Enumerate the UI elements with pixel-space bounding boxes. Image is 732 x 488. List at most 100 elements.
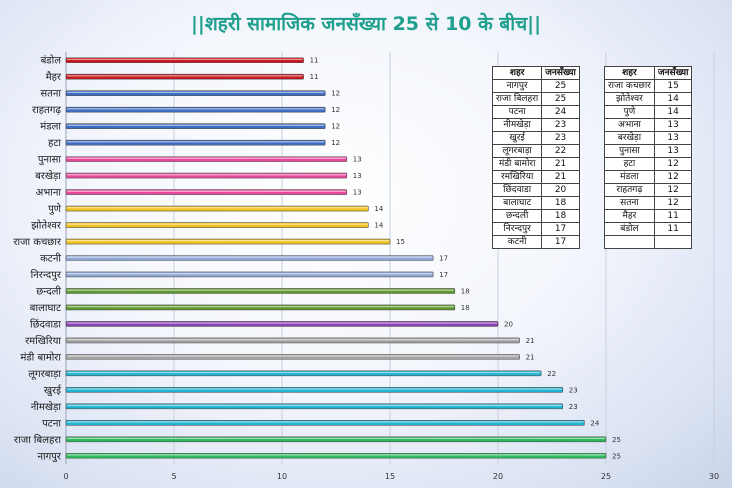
bar-11 bbox=[65, 238, 391, 245]
bar-highlight-17 bbox=[67, 338, 519, 341]
left-table-cell-3-1: 23 bbox=[541, 118, 580, 132]
left-table-cell-9-0: बालाघाट bbox=[491, 196, 543, 210]
value-label-22: 24 bbox=[590, 419, 599, 427]
value-label-9: 14 bbox=[374, 205, 383, 213]
bar-10 bbox=[65, 222, 369, 228]
x-tick-label-5: 25 bbox=[601, 472, 611, 481]
right-table-cell-1-1: 14 bbox=[653, 92, 693, 106]
category-label-8: अभाना bbox=[36, 188, 62, 199]
value-label-1: 11 bbox=[310, 73, 319, 81]
right-table-cell-8-1: 12 bbox=[653, 183, 693, 197]
table-row: झोतेश्वर 14 bbox=[604, 92, 693, 106]
bar-0 bbox=[65, 57, 304, 64]
category-label-7: बरखेड़ा bbox=[35, 170, 61, 182]
right-table-cell-6-0: हटा bbox=[604, 157, 655, 171]
table-row: कटनी 17 bbox=[491, 235, 580, 249]
bar-21 bbox=[65, 403, 564, 410]
value-label-15: 18 bbox=[461, 304, 470, 312]
bar-highlight-7 bbox=[67, 174, 346, 176]
category-label-1: मैहर bbox=[46, 71, 62, 83]
bar-1 bbox=[65, 73, 304, 80]
bar-3 bbox=[65, 106, 326, 113]
bar-highlight-13 bbox=[67, 272, 433, 275]
bar-23 bbox=[65, 436, 607, 443]
bar-highlight-12 bbox=[67, 256, 433, 258]
bar-22 bbox=[65, 419, 585, 426]
left-table-cell-6-0: मंडी बामोरा bbox=[491, 157, 543, 171]
right-table-cell-6-1: 12 bbox=[653, 157, 693, 171]
value-label-16: 20 bbox=[504, 320, 513, 328]
category-label-22: पटना bbox=[42, 418, 61, 429]
right-table-cell-0-0: राजा कचछार bbox=[604, 79, 655, 93]
right-table-cell-7-0: मंडला bbox=[604, 170, 655, 184]
bar-20 bbox=[65, 387, 564, 393]
table-row: पुनासा 13 bbox=[604, 144, 693, 158]
table-row: सतना 12 bbox=[604, 196, 693, 210]
bar-8 bbox=[65, 189, 348, 195]
table-row: रमखिरिया 21 bbox=[491, 170, 580, 184]
value-label-13: 17 bbox=[439, 271, 448, 279]
category-label-17: रमखिरिया bbox=[25, 335, 61, 347]
right-table-cell-12-1 bbox=[653, 235, 693, 249]
category-label-0: बंडोल bbox=[41, 55, 62, 67]
bar-highlight-16 bbox=[67, 322, 497, 324]
bar-highlight-5 bbox=[67, 141, 325, 143]
left-table-cell-3-0: नीमखेड़ा bbox=[491, 118, 543, 132]
left-table-cell-7-0: रमखिरिया bbox=[491, 170, 543, 184]
x-tick-label-1: 5 bbox=[171, 472, 176, 481]
left-table-cell-6-1: 21 bbox=[541, 157, 580, 171]
bar-highlight-14 bbox=[67, 289, 454, 291]
right-table-cell-2-1: 14 bbox=[653, 105, 693, 119]
left-table-cell-1-0: राजा बिलहरा bbox=[491, 92, 543, 106]
category-label-4: मंडला bbox=[40, 121, 61, 133]
table-row: छन्दली 18 bbox=[491, 209, 580, 223]
left-table-cell-10-0: छन्दली bbox=[491, 209, 543, 223]
left-table-cell-0-1: 25 bbox=[541, 79, 580, 93]
category-label-13: निरन्दपुर bbox=[31, 269, 62, 281]
right-table-cell-7-1: 12 bbox=[653, 170, 693, 184]
right-table-cell-3-1: 13 bbox=[653, 118, 693, 132]
bar-7 bbox=[65, 172, 348, 179]
table-row: नीमखेड़ा 23 bbox=[491, 118, 580, 132]
table-row: मंडला 12 bbox=[604, 170, 693, 184]
category-label-2: सतना bbox=[40, 89, 61, 100]
right-table-cell-12-0 bbox=[604, 235, 655, 249]
left-table-cell-5-0: लूगरबाड़ा bbox=[491, 144, 543, 158]
right-table-cell-5-1: 13 bbox=[653, 144, 693, 158]
bar-highlight-0 bbox=[67, 58, 303, 61]
category-label-11: राजा कचछार bbox=[13, 237, 61, 248]
left-table-cell-9-1: 18 bbox=[541, 196, 580, 210]
bar-highlight-3 bbox=[67, 108, 325, 110]
value-label-20: 23 bbox=[569, 386, 578, 394]
x-tick-label-0: 0 bbox=[63, 472, 68, 481]
bar-19 bbox=[65, 370, 542, 377]
left-table-cell-12-0: कटनी bbox=[491, 235, 543, 249]
bar-highlight-2 bbox=[67, 91, 325, 93]
left-table-cell-2-0: पटना bbox=[491, 105, 543, 119]
right-table-cell-4-0: बरखेड़ा bbox=[604, 131, 655, 145]
left-table-cell-2-1: 24 bbox=[541, 105, 580, 119]
left-table-cell-1-1: 25 bbox=[541, 92, 580, 106]
x-tick-label-2: 10 bbox=[277, 472, 287, 481]
category-label-20: खुरई bbox=[44, 384, 62, 396]
table-row: खुरई 23 bbox=[491, 131, 580, 145]
value-label-21: 23 bbox=[569, 403, 578, 411]
left-table-header-0: शहर bbox=[491, 66, 543, 80]
value-label-12: 17 bbox=[439, 255, 448, 263]
category-label-24: नागपुर bbox=[37, 451, 61, 462]
bar-highlight-21 bbox=[67, 404, 562, 407]
category-label-5: हटा bbox=[48, 138, 61, 149]
table-row: लूगरबाड़ा 22 bbox=[491, 144, 580, 158]
bar-24 bbox=[65, 452, 607, 459]
value-label-8: 13 bbox=[353, 189, 362, 197]
right-table-cell-9-0: सतना bbox=[604, 196, 655, 210]
right-table-header-1: जनसँख्या bbox=[653, 66, 693, 80]
table-row: मैहर 11 bbox=[604, 209, 693, 223]
value-label-10: 14 bbox=[374, 222, 383, 230]
left-table-cell-5-1: 22 bbox=[541, 144, 580, 158]
category-label-14: छन्दली bbox=[36, 285, 61, 297]
category-label-12: कटनी bbox=[40, 253, 61, 265]
table-row: बालाघाट 18 bbox=[491, 196, 580, 210]
